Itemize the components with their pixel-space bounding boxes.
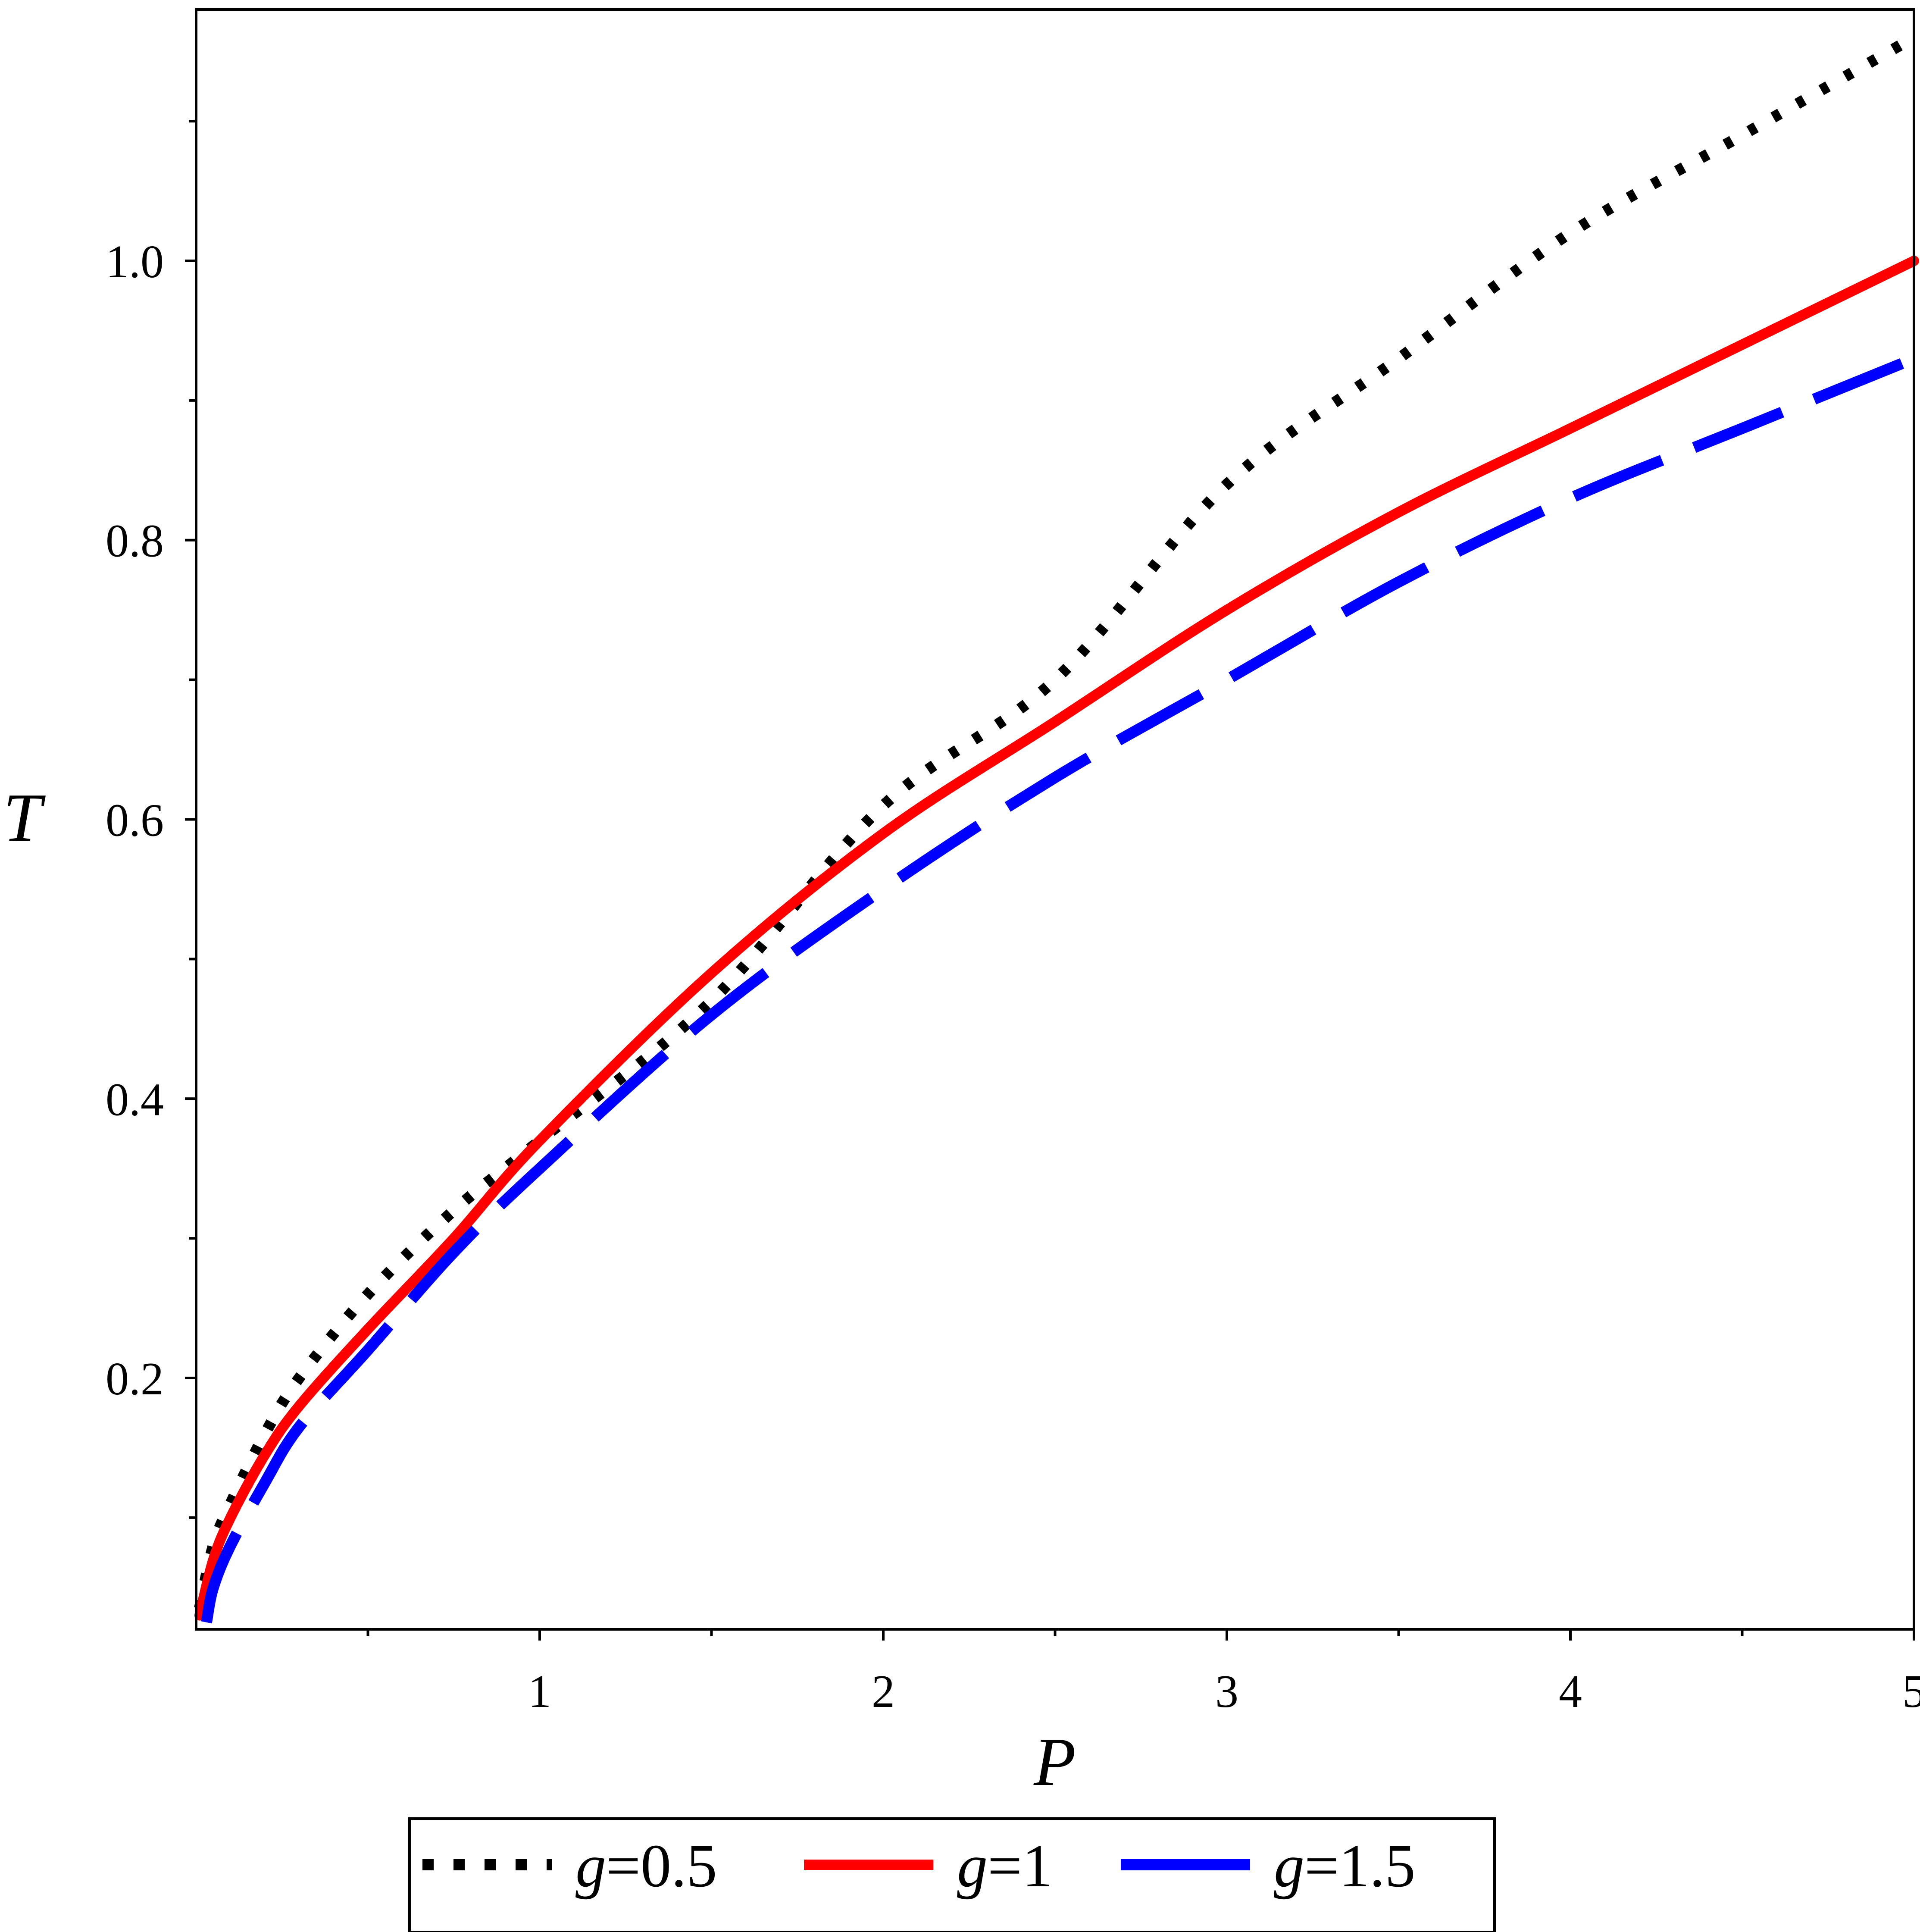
y-tick-label: 0.8 (106, 516, 164, 567)
y-tick-label: 0.2 (106, 1353, 164, 1405)
curves-layer (194, 32, 1919, 1624)
legend-label-1: g=0.5 (575, 1832, 717, 1900)
y-tick-label: 1.0 (106, 236, 164, 288)
legend-frame (408, 1817, 1496, 1932)
plot-frame (195, 8, 1915, 1631)
y-tick-label: 0.6 (106, 795, 164, 846)
legend: g=0.5 g=1 g=1.5 (408, 1817, 1496, 1932)
series-line-3 (201, 353, 1916, 1624)
x-tick-label: 5 (1902, 1666, 1920, 1717)
x-tick-label: 4 (1559, 1666, 1582, 1717)
x-tick-label: 3 (1215, 1666, 1238, 1717)
y-axis-title: T (3, 779, 46, 856)
y-axis-ticks: 0.2 0.4 0.6 0.8 1.0 (106, 120, 196, 1519)
x-axis-title: P (1033, 1723, 1076, 1800)
y-tick-label: 0.4 (106, 1074, 164, 1125)
series-line-2 (194, 256, 1919, 1621)
legend-label-2: g=1 (957, 1832, 1053, 1900)
x-axis-ticks: 1 2 3 4 5 (366, 1629, 1920, 1717)
series-line-1 (194, 32, 1917, 1610)
x-tick-label: 1 (528, 1666, 551, 1717)
legend-label-3: g=1.5 (1274, 1832, 1416, 1900)
x-tick-label: 2 (872, 1666, 895, 1717)
